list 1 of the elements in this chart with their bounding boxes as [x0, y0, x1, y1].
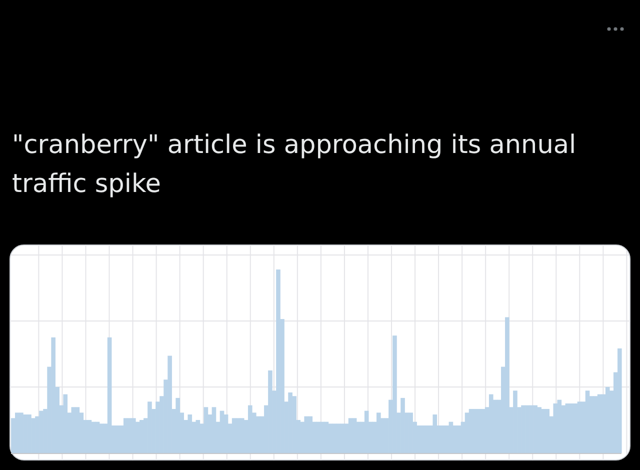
- chart-title: "cranberry" article is approaching its annual traffic spike: [12, 129, 578, 201]
